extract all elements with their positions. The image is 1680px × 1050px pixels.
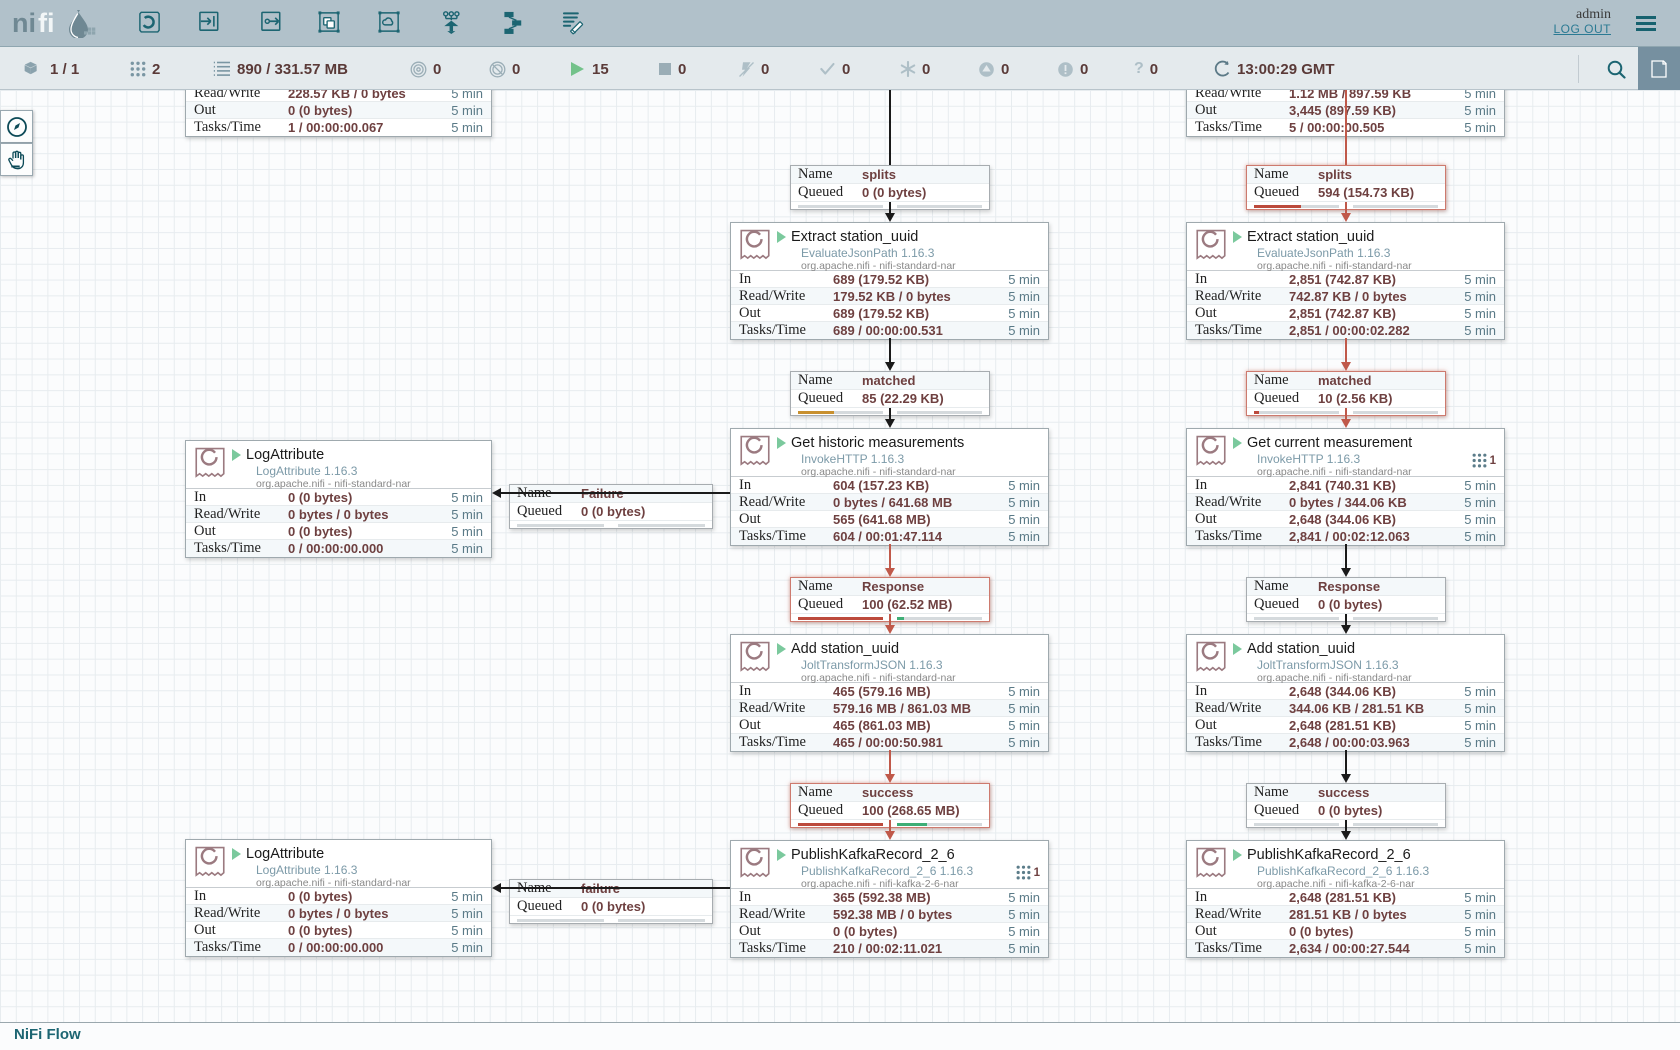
svg-text:ni: ni xyxy=(12,8,36,38)
svg-text:fi: fi xyxy=(38,8,55,38)
